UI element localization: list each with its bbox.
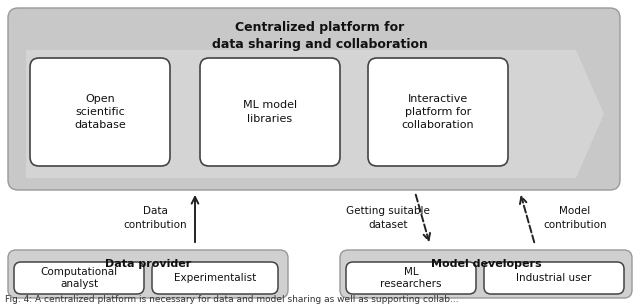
FancyBboxPatch shape: [152, 262, 278, 294]
Text: Fig. 4: A centralized platform is necessary for data and model sharing as well a: Fig. 4: A centralized platform is necess…: [5, 296, 459, 304]
Text: ML model
libraries: ML model libraries: [243, 100, 297, 124]
Text: ML
researchers: ML researchers: [380, 267, 442, 289]
Text: Model developers: Model developers: [431, 259, 541, 269]
Text: Experimentalist: Experimentalist: [174, 273, 256, 283]
Text: Interactive
platform for
collaboration: Interactive platform for collaboration: [402, 94, 474, 130]
FancyBboxPatch shape: [340, 250, 632, 298]
FancyBboxPatch shape: [200, 58, 340, 166]
FancyBboxPatch shape: [484, 262, 624, 294]
Text: Industrial user: Industrial user: [516, 273, 592, 283]
Text: Data
contribution: Data contribution: [123, 206, 187, 230]
Text: Model
contribution: Model contribution: [543, 206, 607, 230]
Text: Data provider: Data provider: [105, 259, 191, 269]
Text: Centralized platform for
data sharing and collaboration: Centralized platform for data sharing an…: [212, 21, 428, 51]
Polygon shape: [26, 50, 604, 178]
FancyBboxPatch shape: [8, 8, 620, 190]
FancyBboxPatch shape: [30, 58, 170, 166]
Text: Computational
analyst: Computational analyst: [40, 267, 118, 289]
Text: Open
scientific
database: Open scientific database: [74, 94, 126, 130]
Text: Getting suitable
dataset: Getting suitable dataset: [346, 206, 430, 230]
FancyBboxPatch shape: [346, 262, 476, 294]
FancyBboxPatch shape: [368, 58, 508, 166]
FancyBboxPatch shape: [14, 262, 144, 294]
FancyBboxPatch shape: [8, 250, 288, 298]
